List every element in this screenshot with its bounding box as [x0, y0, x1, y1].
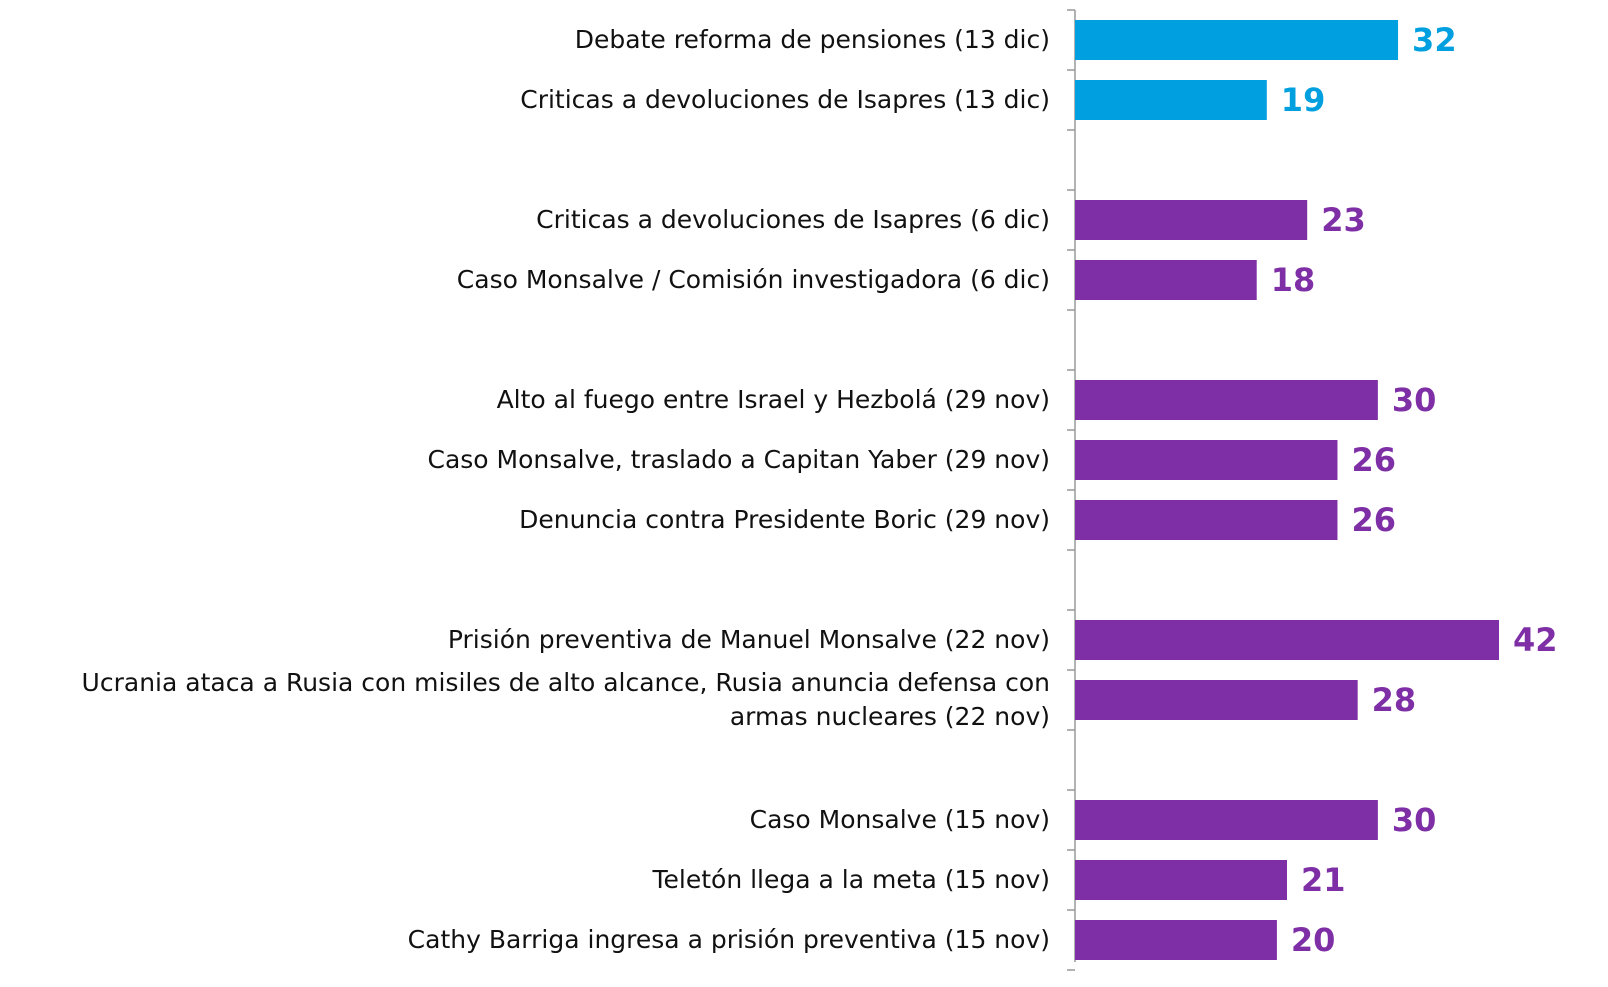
category-label: Criticas a devoluciones de Isapres (13 d…	[8, 70, 1050, 130]
value-label: 20	[1291, 921, 1336, 959]
bar	[1075, 260, 1257, 300]
bar	[1075, 380, 1378, 420]
category-label: Cathy Barriga ingresa a prisión preventi…	[8, 910, 1050, 970]
value-label: 18	[1271, 261, 1316, 299]
category-label: Alto al fuego entre Israel y Hezbolá (29…	[8, 370, 1050, 430]
category-text: Cathy Barriga ingresa a prisión preventi…	[407, 925, 1050, 954]
bar	[1075, 800, 1378, 840]
category-label: Criticas a devoluciones de Isapres (6 di…	[8, 190, 1050, 250]
category-text: Ucrania ataca a Rusia con misiles de alt…	[81, 668, 1050, 731]
category-text: Criticas a devoluciones de Isapres (6 di…	[536, 205, 1050, 234]
category-label: Caso Monsalve / Comisión investigadora (…	[8, 250, 1050, 310]
category-text: Caso Monsalve, traslado a Capitan Yaber …	[427, 445, 1050, 474]
category-label: Caso Monsalve, traslado a Capitan Yaber …	[8, 430, 1050, 490]
value-label: 30	[1392, 801, 1437, 839]
category-label: Teletón llega a la meta (15 nov)	[8, 850, 1050, 910]
bar	[1075, 860, 1287, 900]
category-text: Debate reforma de pensiones (13 dic)	[574, 25, 1050, 54]
category-label: Caso Monsalve (15 nov)	[8, 790, 1050, 850]
category-label: Ucrania ataca a Rusia con misiles de alt…	[8, 668, 1050, 731]
category-text: Alto al fuego entre Israel y Hezbolá (29…	[496, 385, 1050, 414]
value-label: 19	[1281, 81, 1326, 119]
category-label: Debate reforma de pensiones (13 dic)	[8, 10, 1050, 70]
bar	[1075, 500, 1338, 540]
value-label: 23	[1321, 201, 1366, 239]
bar	[1075, 920, 1277, 960]
category-text: Teletón llega a la meta (15 nov)	[652, 865, 1050, 894]
category-text: Caso Monsalve (15 nov)	[749, 805, 1050, 834]
bar	[1075, 440, 1338, 480]
bar	[1075, 20, 1399, 60]
bar	[1075, 80, 1267, 120]
bar	[1075, 620, 1499, 660]
category-text: Prisión preventiva de Manuel Monsalve (2…	[447, 625, 1050, 654]
category-label: Denuncia contra Presidente Boric (29 nov…	[8, 490, 1050, 550]
category-text: Criticas a devoluciones de Isapres (13 d…	[520, 85, 1050, 114]
bar	[1075, 680, 1358, 720]
category-text: Denuncia contra Presidente Boric (29 nov…	[519, 505, 1050, 534]
value-label: 32	[1412, 21, 1457, 59]
value-label: 30	[1392, 381, 1437, 419]
value-label: 21	[1301, 861, 1346, 899]
category-label: Prisión preventiva de Manuel Monsalve (2…	[8, 610, 1050, 670]
value-label: 26	[1351, 501, 1396, 539]
category-text: Caso Monsalve / Comisión investigadora (…	[456, 265, 1050, 294]
value-label: 28	[1372, 681, 1417, 719]
value-label: 42	[1513, 621, 1558, 659]
bar	[1075, 200, 1308, 240]
value-label: 26	[1351, 441, 1396, 479]
